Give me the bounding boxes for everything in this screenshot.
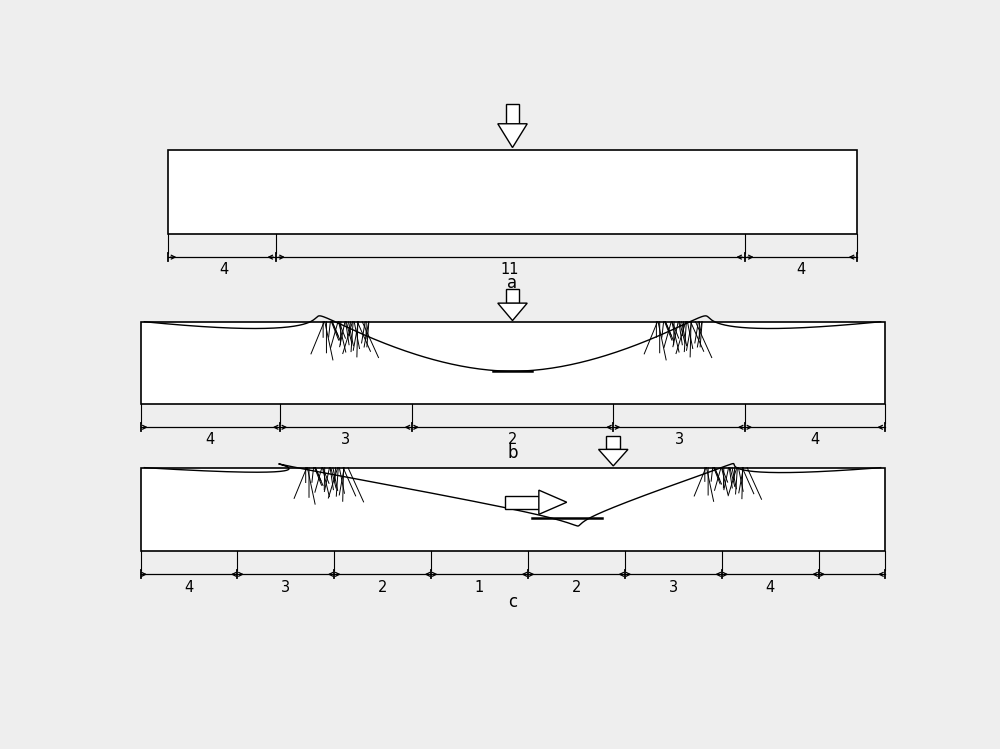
Bar xyxy=(606,436,620,449)
Text: a: a xyxy=(507,274,518,292)
Polygon shape xyxy=(498,303,527,321)
Text: 3: 3 xyxy=(669,580,678,595)
Text: 2: 2 xyxy=(572,580,581,595)
Text: b: b xyxy=(507,444,518,462)
Bar xyxy=(506,104,519,124)
Polygon shape xyxy=(539,490,567,515)
Bar xyxy=(168,151,857,234)
Text: 4: 4 xyxy=(766,580,775,595)
Polygon shape xyxy=(599,449,628,466)
Polygon shape xyxy=(498,124,527,148)
Bar xyxy=(140,467,885,551)
Text: c: c xyxy=(508,593,517,611)
Text: 4: 4 xyxy=(796,262,805,277)
Text: 3: 3 xyxy=(281,580,290,595)
Bar xyxy=(505,496,539,509)
Text: 3: 3 xyxy=(675,432,684,447)
Text: 4: 4 xyxy=(184,580,194,595)
Text: 11: 11 xyxy=(501,262,519,277)
Text: 4: 4 xyxy=(206,432,215,447)
Bar xyxy=(506,289,519,303)
Bar xyxy=(140,322,885,404)
Text: 4: 4 xyxy=(810,432,819,447)
Text: 4: 4 xyxy=(220,262,229,277)
Text: 1: 1 xyxy=(475,580,484,595)
Text: 2: 2 xyxy=(378,580,387,595)
Text: 2: 2 xyxy=(508,432,517,447)
Text: 3: 3 xyxy=(341,432,350,447)
